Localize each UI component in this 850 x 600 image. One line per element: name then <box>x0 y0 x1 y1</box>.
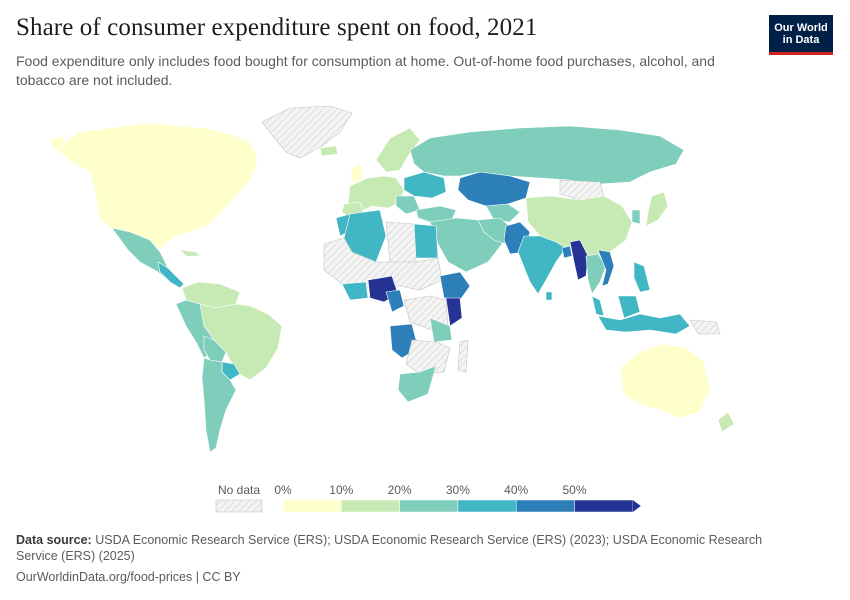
chart-title: Share of consumer expenditure spent on f… <box>16 14 538 41</box>
legend-bin-swatch[interactable] <box>399 499 459 513</box>
region-caribbean[interactable] <box>179 249 201 257</box>
legend-bin-swatch[interactable] <box>282 499 342 513</box>
region-borneo[interactable] <box>617 295 641 319</box>
region-central-asia[interactable] <box>485 203 521 223</box>
region-southern-cone[interactable] <box>201 357 237 453</box>
region-russia[interactable] <box>409 125 685 185</box>
region-kenya[interactable] <box>445 297 463 327</box>
region-japan[interactable] <box>645 191 669 227</box>
region-central-america[interactable] <box>157 261 185 289</box>
region-egypt[interactable] <box>413 223 439 259</box>
logo-line-2: in Data <box>782 33 820 46</box>
region-australia[interactable] <box>619 343 711 419</box>
region-new-zealand[interactable] <box>717 411 735 433</box>
region-uk[interactable] <box>349 163 365 185</box>
legend-no-data-label: No data <box>218 483 260 497</box>
region-papua[interactable] <box>689 319 721 335</box>
legend-bin-label: 30% <box>446 483 470 497</box>
region-tanzania[interactable] <box>429 317 453 343</box>
region-korea[interactable] <box>631 209 641 225</box>
map-legend: No data 0% 10% 20% 30% 40% 50% <box>215 483 641 513</box>
region-bangladesh[interactable] <box>561 245 573 259</box>
legend-bin-swatch[interactable] <box>574 499 634 513</box>
legend-bin-label: 20% <box>388 483 412 497</box>
region-cameroon[interactable] <box>385 289 405 313</box>
region-ethiopia[interactable] <box>439 271 471 301</box>
legend-open-end-arrow <box>632 500 641 512</box>
footer-source-label: Data source: <box>16 533 92 547</box>
legend-bin-label: 50% <box>562 483 586 497</box>
legend-no-data-swatch <box>215 499 263 513</box>
footer-url[interactable]: OurWorldinData.org/food-prices | CC BY <box>16 570 241 584</box>
legend-bin-swatch[interactable] <box>341 499 400 513</box>
region-alaska-islands[interactable] <box>49 135 67 151</box>
legend-bin-label: 0% <box>274 483 292 497</box>
region-west-africa[interactable] <box>341 281 369 301</box>
region-balkans[interactable] <box>395 195 421 215</box>
footer-source: Data source: USDA Economic Research Serv… <box>16 533 776 564</box>
region-malaysia[interactable] <box>591 295 605 317</box>
region-myanmar[interactable] <box>569 239 589 281</box>
region-thailand-laos[interactable] <box>585 253 607 295</box>
legend-bin-label: 10% <box>329 483 353 497</box>
world-map[interactable] <box>0 95 850 480</box>
region-eastern-europe[interactable] <box>403 171 447 199</box>
region-south-africa[interactable] <box>397 365 437 403</box>
region-kazakhstan[interactable] <box>457 171 531 207</box>
region-sri-lanka[interactable] <box>545 291 553 301</box>
region-madagascar[interactable] <box>457 339 469 373</box>
chart-subtitle: Food expenditure only includes food boug… <box>16 53 715 88</box>
region-vietnam[interactable] <box>597 249 615 287</box>
footer-source-text: USDA Economic Research Service (ERS); US… <box>16 533 763 563</box>
region-philippines[interactable] <box>633 261 651 293</box>
region-southern-africa[interactable] <box>405 339 451 375</box>
logo-line-1: Our World <box>774 21 828 34</box>
legend-bin-label: 40% <box>504 483 528 497</box>
legend-bin-swatch[interactable] <box>515 499 575 513</box>
region-iceland[interactable] <box>319 145 339 157</box>
owid-logo[interactable]: Our World in Data <box>769 15 833 55</box>
region-indonesia[interactable] <box>597 313 691 335</box>
region-india[interactable] <box>517 235 567 295</box>
region-greenland[interactable] <box>261 105 353 159</box>
region-north-america[interactable] <box>54 122 259 251</box>
legend-bin-swatch[interactable] <box>457 499 517 513</box>
region-libya[interactable] <box>385 221 417 263</box>
